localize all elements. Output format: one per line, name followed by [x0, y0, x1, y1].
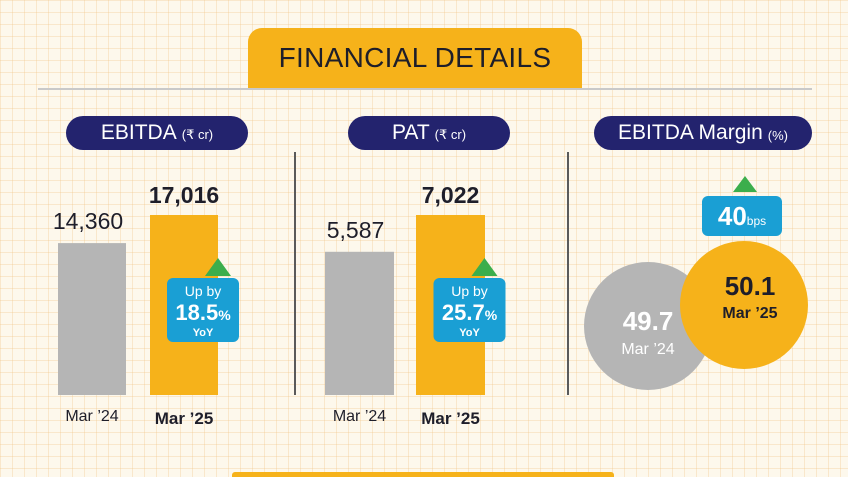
- margin-label-pill: EBITDA Margin (%): [594, 116, 812, 150]
- margin-label: EBITDA Margin: [618, 121, 763, 144]
- data-label: 17,016: [149, 182, 219, 208]
- page-title-text: FINANCIAL DETAILS: [278, 42, 552, 73]
- margin-unit: (%): [767, 127, 788, 143]
- section-divider: [294, 152, 296, 395]
- up-arrow-icon: [471, 258, 498, 276]
- change-suffix: YoY: [193, 327, 214, 339]
- data-label: 49.7: [623, 306, 674, 336]
- ebitda-label: EBITDA: [100, 121, 177, 144]
- data-label: 14,360: [53, 208, 123, 234]
- bar: [325, 251, 394, 395]
- up-arrow-icon: [205, 258, 231, 276]
- change-badge: [433, 278, 506, 342]
- bar: [58, 243, 126, 395]
- pat-label: PAT: [391, 121, 430, 144]
- pat-label-pill: PAT (₹ cr): [348, 116, 510, 150]
- ebitda-unit: (₹ cr): [181, 127, 214, 142]
- change-badge: [702, 196, 782, 236]
- up-arrow-icon: [733, 176, 757, 192]
- margin-bubble: [680, 241, 808, 369]
- change-badge: [167, 278, 239, 342]
- margin-bubble: [584, 262, 712, 390]
- change-prefix: Up by: [185, 283, 222, 299]
- section-divider: [567, 152, 569, 395]
- change-value: 25.7%: [442, 300, 498, 325]
- tick-label: Mar ’25: [722, 305, 777, 322]
- change-suffix: YoY: [459, 327, 480, 339]
- change-value: 40bps: [718, 201, 766, 231]
- tick-label: Mar ’25: [421, 409, 480, 428]
- ebitda-label-pill: EBITDA (₹ cr): [66, 116, 248, 150]
- change-prefix: Up by: [451, 283, 488, 299]
- tick-label: Mar ’25: [155, 409, 214, 428]
- page-title: FINANCIAL DETAILS: [248, 28, 582, 88]
- pat-unit: (₹ cr): [434, 127, 467, 142]
- tick-label: Mar ’24: [621, 341, 674, 358]
- data-label: 7,022: [422, 182, 480, 208]
- change-value: 18.5%: [175, 300, 231, 325]
- tick-label: Mar ’24: [333, 408, 386, 425]
- data-label: 5,587: [327, 217, 385, 243]
- next-section-strip: [232, 472, 614, 477]
- data-label: 50.1: [725, 271, 776, 301]
- tick-label: Mar ’24: [65, 408, 118, 425]
- title-underline: [38, 88, 812, 90]
